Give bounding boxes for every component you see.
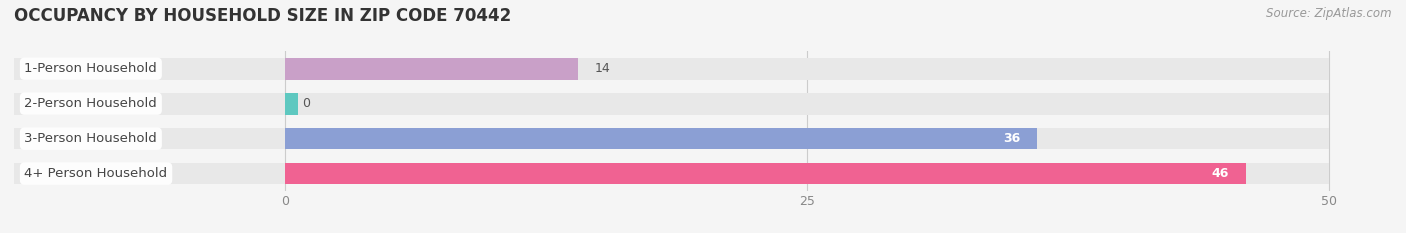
Text: 4+ Person Household: 4+ Person Household [24, 167, 167, 180]
Bar [14, 58, 1329, 80]
Bar [285, 163, 1246, 185]
Text: 36: 36 [1002, 132, 1021, 145]
Bar [14, 128, 1329, 150]
Text: OCCUPANCY BY HOUSEHOLD SIZE IN ZIP CODE 70442: OCCUPANCY BY HOUSEHOLD SIZE IN ZIP CODE … [14, 7, 512, 25]
Text: 3-Person Household: 3-Person Household [24, 132, 157, 145]
Text: 0: 0 [302, 97, 311, 110]
Text: 1-Person Household: 1-Person Household [24, 62, 157, 75]
Text: Source: ZipAtlas.com: Source: ZipAtlas.com [1267, 7, 1392, 20]
Bar [285, 58, 578, 80]
Text: 2-Person Household: 2-Person Household [24, 97, 157, 110]
Bar [285, 93, 298, 115]
Text: 14: 14 [595, 62, 610, 75]
Bar [285, 128, 1038, 150]
Bar [14, 163, 1329, 185]
Text: 46: 46 [1212, 167, 1229, 180]
Bar [14, 93, 1329, 115]
